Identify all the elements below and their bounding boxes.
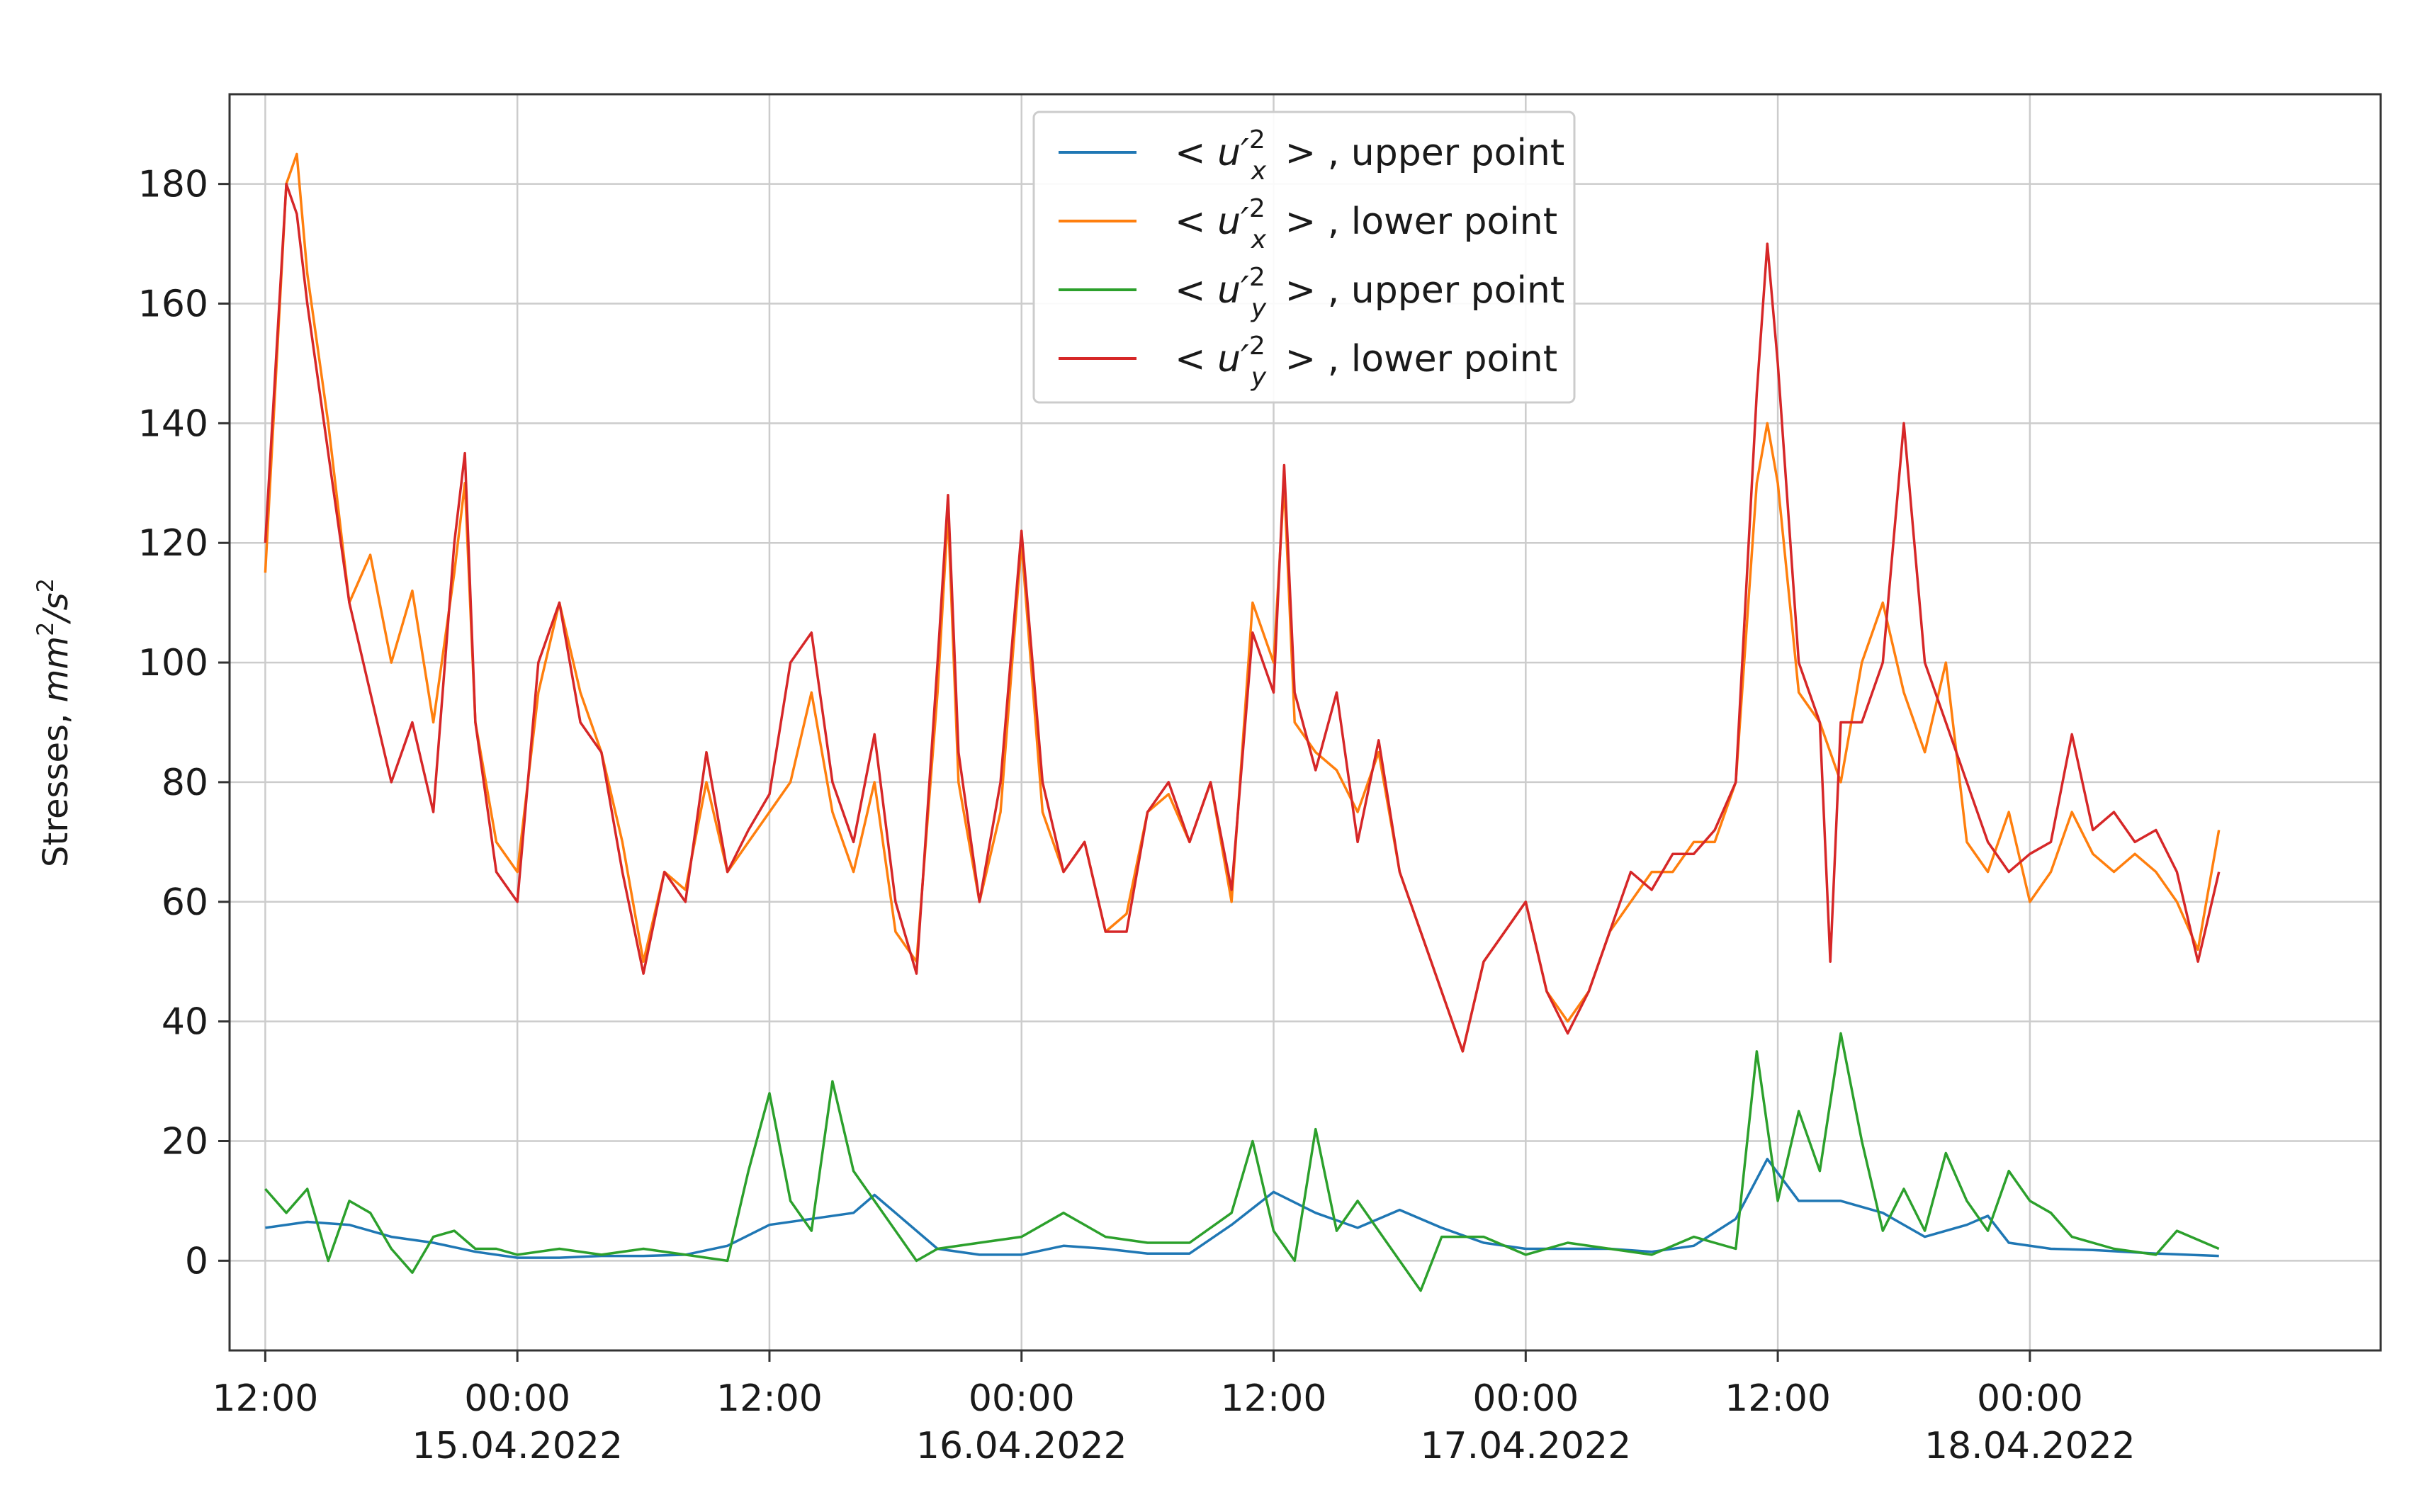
plot-frame xyxy=(228,93,2382,1352)
x-tick-date-label: 16.04.2022 xyxy=(916,1425,1127,1467)
series-line-uy-upper xyxy=(264,1032,2220,1292)
y-tick-label: 160 xyxy=(138,283,208,326)
y-axis-unit-exp: 2 xyxy=(32,622,59,636)
y-tick-label: 180 xyxy=(138,164,208,206)
x-tick-label: 00:00 xyxy=(1472,1377,1579,1420)
x-tick-label: 00:00 xyxy=(969,1377,1075,1420)
y-axis-unit-exp2: 2 xyxy=(32,578,59,592)
x-axis-ticks: 12:00 00:00 15.04.2022 12:00 00:00 16.04.2022… xyxy=(212,1350,2136,1467)
x-tick-label: 12:00 xyxy=(1725,1377,1831,1420)
x-tick-date-label: 17.04.2022 xyxy=(1420,1425,1631,1467)
y-tick-label: 40 xyxy=(162,1001,208,1044)
series-line-uy-lower xyxy=(264,182,2221,1053)
y-tick-label: 120 xyxy=(138,522,208,565)
legend-entry: < u′2 y > , lower point xyxy=(1175,332,1557,392)
y-tick-label: 20 xyxy=(162,1121,208,1163)
legend-box xyxy=(1032,111,1576,404)
y-tick-label: 0 xyxy=(185,1240,208,1282)
y-tick-label: 60 xyxy=(162,881,208,924)
y-axis-unit-base: mm xyxy=(36,636,76,703)
legend: < u′2 x > , upper point < u′2 x > , lower p… xyxy=(1032,111,1576,404)
series-lines xyxy=(264,152,2221,1292)
legend-entry: < u′2 x > , lower point xyxy=(1175,194,1557,254)
x-tick-label: 12:00 xyxy=(212,1377,318,1420)
series-line-ux-lower xyxy=(264,152,2221,1053)
y-axis-label: Stresses, mm2/s2 xyxy=(32,578,76,867)
y-tick-label: 80 xyxy=(162,762,208,804)
x-tick-label: 00:00 xyxy=(464,1377,570,1420)
y-axis-unit-sep: /s xyxy=(36,592,76,624)
y-axis-label-text: Stresses, xyxy=(36,702,76,867)
x-tick-date-label: 18.04.2022 xyxy=(1924,1425,2136,1467)
y-tick-label: 140 xyxy=(138,402,208,445)
legend-entry: < u′2 y > , upper point xyxy=(1175,263,1564,323)
x-tick-label: 12:00 xyxy=(716,1377,823,1420)
x-tick-label: 00:00 xyxy=(1977,1377,2083,1420)
y-tick-label: 100 xyxy=(138,642,208,684)
x-tick-date-label: 15.04.2022 xyxy=(412,1425,623,1467)
x-tick-label: 12:00 xyxy=(1221,1377,1327,1420)
legend-entry: < u′2 x > , upper point xyxy=(1175,125,1564,186)
y-axis-ticks: 0 20 40 60 80 100 120 140 160 180 xyxy=(138,164,230,1282)
